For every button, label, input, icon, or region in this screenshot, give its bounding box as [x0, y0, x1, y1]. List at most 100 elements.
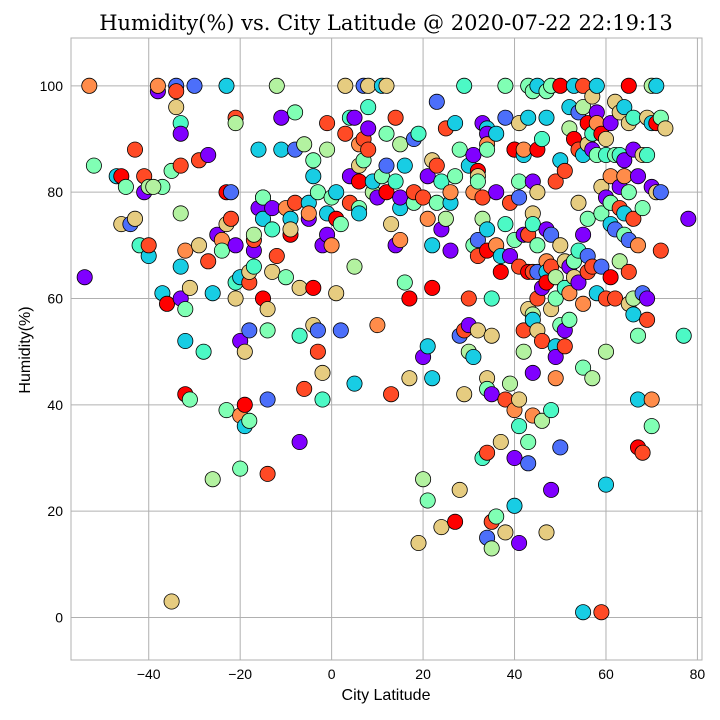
y-tick-label: 80 [47, 184, 63, 200]
data-point [287, 104, 304, 121]
data-point [616, 99, 633, 116]
data-point [634, 200, 651, 217]
data-point [465, 348, 482, 365]
data-point [424, 237, 441, 254]
data-point [534, 130, 551, 147]
data-point [392, 136, 409, 153]
data-point [520, 433, 537, 450]
data-point [328, 184, 345, 201]
data-point [319, 141, 336, 158]
data-point [442, 184, 459, 201]
data-point [378, 184, 395, 201]
data-point [117, 178, 134, 195]
data-point [369, 317, 386, 334]
data-point [259, 301, 276, 318]
data-point [620, 184, 637, 201]
data-point [222, 210, 239, 227]
data-point [483, 327, 500, 344]
data-point [296, 380, 313, 397]
data-point [593, 604, 610, 621]
data-point [296, 136, 313, 153]
x-tick-label: 40 [507, 666, 523, 682]
data-point [552, 77, 569, 94]
data-point [172, 125, 189, 142]
data-point [538, 524, 555, 541]
data-point [515, 141, 532, 158]
data-point [419, 492, 436, 509]
data-point [639, 290, 656, 307]
data-point [264, 263, 281, 280]
data-point [415, 471, 432, 488]
data-point [492, 263, 509, 280]
data-point [501, 247, 518, 264]
x-tick-labels: −40 −20 0 20 40 60 80 [137, 666, 706, 682]
data-point [287, 194, 304, 211]
data-point [360, 77, 377, 94]
data-point [488, 125, 505, 142]
data-point [570, 194, 587, 211]
data-point [483, 290, 500, 307]
data-point [264, 200, 281, 217]
data-point [625, 210, 642, 227]
data-point [378, 77, 395, 94]
data-point [360, 120, 377, 137]
data-point [447, 115, 464, 132]
data-point [547, 173, 564, 190]
data-point [190, 237, 207, 254]
data-point [474, 189, 491, 206]
data-point [497, 77, 514, 94]
data-point [616, 168, 633, 185]
data-point [332, 322, 349, 339]
y-tick-label: 20 [47, 503, 63, 519]
x-tick-label: 80 [690, 666, 706, 682]
y-tick-labels: 0 20 40 60 80 100 [40, 78, 64, 626]
data-point [547, 370, 564, 387]
data-point [387, 173, 404, 190]
data-point [245, 226, 262, 243]
data-point [497, 216, 514, 233]
data-point [529, 184, 546, 201]
x-axis-label: City Latitude [342, 687, 431, 704]
data-point [172, 205, 189, 222]
data-point [447, 168, 464, 185]
data-point [319, 115, 336, 132]
data-point [675, 327, 692, 344]
data-point [241, 322, 258, 339]
data-point [168, 99, 185, 116]
data-point [511, 173, 528, 190]
data-point [630, 327, 647, 344]
y-tick-label: 100 [40, 78, 64, 94]
data-point [428, 157, 445, 174]
data-point [492, 433, 509, 450]
data-point [575, 226, 592, 243]
data-point [346, 258, 363, 275]
data-point [479, 444, 496, 461]
data-point [273, 141, 290, 158]
data-point [218, 77, 235, 94]
data-point [515, 343, 532, 360]
data-point [419, 168, 436, 185]
data-point [163, 593, 180, 610]
data-point [483, 386, 500, 403]
data-point [309, 184, 326, 201]
data-point [273, 109, 290, 126]
plot-frame [70, 37, 703, 661]
data-point [401, 370, 418, 387]
data-point [378, 125, 395, 142]
data-point [410, 125, 427, 142]
data-point [433, 173, 450, 190]
data-point [76, 269, 93, 286]
data-point [634, 444, 651, 461]
data-point [465, 146, 482, 163]
data-point [648, 77, 665, 94]
data-point [168, 83, 185, 100]
data-point [149, 77, 166, 94]
data-point [181, 391, 198, 408]
data-point [506, 449, 523, 466]
data-point [204, 285, 221, 302]
data-point [625, 306, 642, 323]
data-point [337, 77, 354, 94]
data-point [259, 322, 276, 339]
data-point [579, 210, 596, 227]
